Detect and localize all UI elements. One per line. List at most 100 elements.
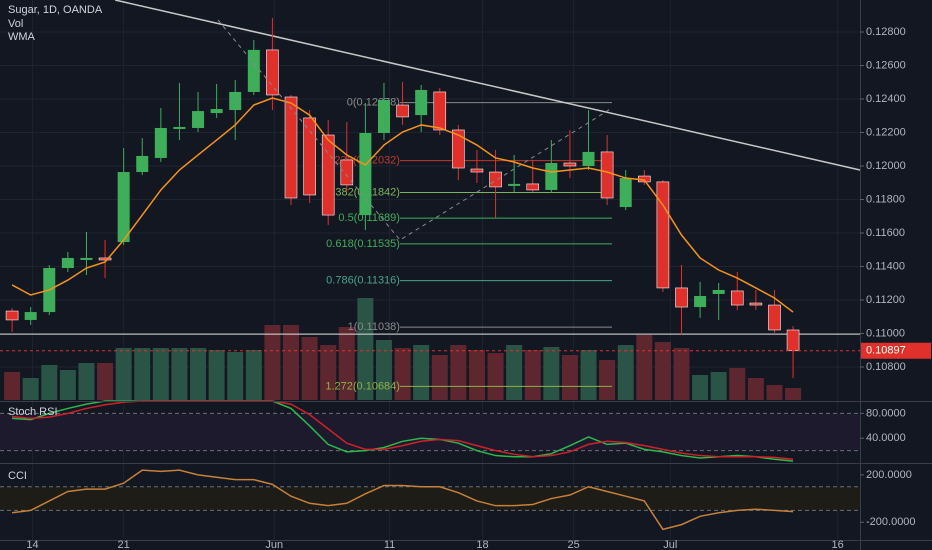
- candle-body: [340, 159, 354, 186]
- volume-bar: [152, 348, 169, 400]
- last-price-tag: [861, 342, 931, 359]
- panel-title: Stoch RSI: [8, 406, 58, 418]
- volume-bar: [22, 378, 39, 400]
- y-tick-label: 0.11800: [866, 193, 905, 205]
- candle-body: [563, 162, 577, 167]
- indicator-label: WMA: [8, 31, 36, 43]
- volume-bar: [617, 345, 634, 400]
- volume-bar: [413, 345, 430, 400]
- panel-title: CCI: [8, 470, 27, 482]
- x-tick-label: 16: [832, 539, 844, 550]
- candle-body: [545, 162, 558, 190]
- y-tick-label: 40.0000: [866, 432, 906, 444]
- candle-body: [470, 168, 484, 173]
- volume-bar: [338, 327, 355, 400]
- candle-body: [80, 257, 93, 260]
- volume-bar: [283, 325, 300, 400]
- x-tick-label: 11: [384, 539, 395, 550]
- candle-body: [712, 289, 725, 294]
- volume-bar: [468, 350, 485, 400]
- band-fill: [0, 486, 860, 511]
- fib-label: 0.786(0.11316): [326, 274, 400, 286]
- volume-bar: [580, 350, 597, 400]
- candle-body: [377, 100, 390, 133]
- y-tick-label: 200.0000: [866, 469, 912, 481]
- y-tick-label: 80.0000: [866, 407, 906, 419]
- volume-bar: [654, 342, 671, 400]
- y-tick-label: 0.11000: [866, 327, 905, 339]
- volume-bar: [115, 348, 132, 400]
- volume-bar: [59, 370, 76, 400]
- volume-bar: [41, 365, 58, 400]
- volume-bar: [4, 372, 21, 400]
- fib-label: 1.272(0.10684): [325, 380, 400, 392]
- volume-bar: [729, 368, 746, 400]
- grid: [0, 0, 860, 540]
- candle-body: [396, 104, 409, 118]
- volume-bar: [561, 355, 578, 400]
- candle-body: [98, 257, 112, 261]
- candle-body: [154, 127, 167, 158]
- x-tick-label: Jul: [663, 539, 677, 550]
- candle-body: [229, 91, 242, 111]
- y-tick-label: 0.11400: [866, 260, 905, 272]
- candle-body: [247, 49, 260, 92]
- volume-bar: [692, 375, 709, 400]
- volume-bar: [190, 348, 207, 400]
- candle-body: [359, 132, 372, 216]
- volume-bar: [450, 345, 467, 400]
- volume-bar: [394, 348, 411, 400]
- wma-line: [11, 97, 794, 313]
- volume-bar: [264, 325, 281, 400]
- y-tick-label: 0.12400: [866, 93, 906, 105]
- volume-bar: [245, 350, 262, 400]
- chart-title: Sugar, 1D, OANDA: [8, 4, 103, 16]
- candle-body: [303, 117, 316, 196]
- x-tick-label: Jun: [265, 539, 283, 550]
- candle-body: [136, 155, 149, 173]
- volume-bar: [710, 372, 727, 400]
- last-price-label: 0.10897: [866, 345, 906, 357]
- volume-bar: [171, 348, 188, 400]
- candle-body: [210, 109, 223, 114]
- volume-bar: [506, 345, 523, 400]
- y-tick-label: 0.10800: [866, 361, 906, 373]
- candle-body: [730, 290, 744, 306]
- y-tick-label: 0.12000: [866, 160, 906, 172]
- volume-bar: [134, 348, 151, 400]
- y-tick-label: 0.12800: [866, 26, 906, 38]
- candle-body: [656, 181, 670, 289]
- volume-bar: [78, 363, 95, 400]
- y-tick-label: -200.0000: [866, 516, 916, 528]
- volume-bar: [487, 353, 504, 400]
- x-tick-label: 14: [26, 539, 38, 550]
- candle-body: [117, 172, 130, 243]
- candle-body: [433, 91, 447, 131]
- y-tick-label: 0.12200: [866, 126, 906, 138]
- volume-bar: [97, 363, 114, 400]
- candle-body: [526, 183, 540, 191]
- candle-body: [508, 183, 521, 186]
- candle-body: [582, 151, 595, 166]
- fib-label: 0.618(0.11535): [326, 238, 400, 250]
- volume-bar: [636, 335, 653, 400]
- volume-bar: [227, 352, 244, 400]
- x-tick-label: 25: [568, 539, 580, 550]
- volume-bar: [301, 337, 318, 400]
- candle-body: [173, 126, 186, 129]
- candle-body: [749, 302, 763, 306]
- candle-body: [768, 304, 781, 331]
- fib-label: 1(0.11038): [348, 321, 400, 333]
- y-tick-label: 0.11200: [866, 294, 905, 306]
- candle-body: [489, 171, 502, 188]
- candle-body: [266, 49, 279, 96]
- indicator-label: Vol: [8, 18, 23, 30]
- band-fill: [0, 413, 860, 451]
- fib-label: 0(0.12378): [347, 97, 400, 109]
- volume-bar: [673, 348, 690, 400]
- volume-bar: [599, 360, 616, 400]
- volume-bar: [785, 388, 802, 400]
